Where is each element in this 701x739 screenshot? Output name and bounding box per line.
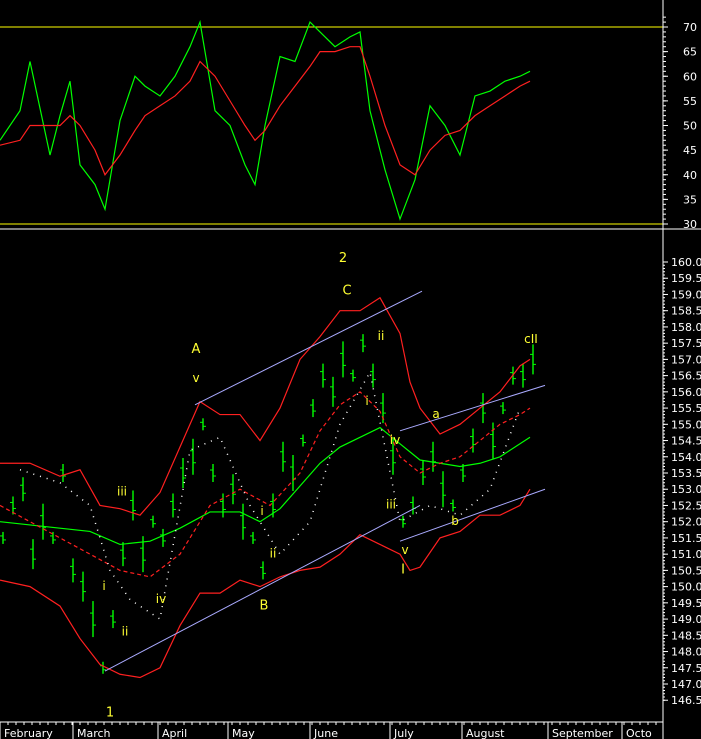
wave-label: b (451, 514, 459, 528)
price-tick-label: 149.5 (671, 597, 701, 610)
trendline-3 (399, 384, 546, 432)
oscillator-y-axis: 30 35 40 45 50 55 60 65 70 (663, 16, 697, 231)
wave-label: A (192, 342, 201, 357)
price-tick-label: 158.5 (671, 305, 701, 318)
price-tick-label: 150.0 (671, 581, 701, 594)
wave-label: i (102, 579, 105, 593)
price-tick-label: 153.5 (671, 467, 701, 480)
price-tick-label: 160.0 (671, 256, 701, 269)
price-tick-label: 155.5 (671, 402, 701, 415)
price-tick-label: 150.5 (671, 564, 701, 577)
price-tick-label: 153.0 (671, 483, 701, 496)
price-tick-label: 157.5 (671, 337, 701, 350)
month-label: Octo (626, 727, 652, 739)
wave-label: C (342, 283, 351, 298)
price-y-axis: 146.5 147.0 147.5 148.0 148.5 149.0 149.5 150.0… (663, 256, 701, 707)
month-label: August (466, 727, 505, 739)
oscillator-tick-label: 45 (683, 144, 697, 157)
oscillator-tick-label: 50 (683, 120, 697, 133)
month-label: March (77, 727, 111, 739)
wave-label: a (432, 407, 439, 421)
wave-label: iii (386, 498, 396, 512)
price-tick-label: 154.0 (671, 451, 701, 464)
price-tick-label: 152.0 (671, 516, 701, 529)
wave-label: cII (524, 332, 538, 346)
month-label: May (232, 727, 255, 739)
oscillator-tick-label: 55 (683, 95, 697, 108)
oscillator-tick-label: 70 (683, 21, 697, 34)
oscillator-series-0 (0, 19, 531, 221)
trendline-0 (104, 505, 421, 672)
price-tick-label: 147.5 (671, 662, 701, 675)
price-tick-label: 156.5 (671, 370, 701, 383)
price-series-4 (0, 391, 531, 578)
wave-label: 2 (339, 251, 347, 266)
wave-label: I (401, 563, 405, 578)
price-series-2 (0, 296, 531, 516)
price-tick-label: 158.0 (671, 321, 701, 334)
month-label: September (552, 727, 613, 739)
price-tick-label: 148.5 (671, 629, 701, 642)
oscillator-tick-label: 60 (683, 70, 697, 83)
price-tick-label: 157.0 (671, 353, 701, 366)
price-tick-label: 146.5 (671, 694, 701, 707)
wave-label: i (260, 504, 263, 518)
month-x-axis: February March April May June July August Septe… (0, 722, 657, 739)
price-tick-label: 151.0 (671, 548, 701, 561)
wave-label: i (365, 394, 368, 408)
price-tick-label: 148.0 (671, 646, 701, 659)
wave-label: ii (378, 329, 385, 343)
price-tick-label: 154.5 (671, 435, 701, 448)
price-tick-label: 159.5 (671, 272, 701, 285)
month-label: June (313, 727, 338, 739)
wave-label: iv (390, 433, 400, 447)
month-label: July (393, 727, 414, 739)
price-tick-label: 149.0 (671, 613, 701, 626)
month-label: April (162, 727, 187, 739)
wave-label: iii (117, 485, 127, 499)
wave-label: ii (270, 546, 277, 560)
oscillator-tick-label: 40 (683, 169, 697, 182)
wave-label: v (192, 371, 199, 385)
price-tick-label: 156.0 (671, 386, 701, 399)
oscillator-panel (0, 19, 663, 225)
price-tick-label: 147.0 (671, 678, 701, 691)
price-tick-label: 151.5 (671, 532, 701, 545)
oscillator-series-1 (0, 46, 531, 176)
price-tick-label: 155.0 (671, 418, 701, 431)
price-series-1 (0, 426, 531, 546)
price-tick-label: 152.5 (671, 499, 701, 512)
wave-label: B (260, 598, 269, 613)
oscillator-tick-label: 30 (683, 218, 697, 231)
trendline-2 (399, 488, 546, 542)
wave-label: ii (122, 624, 129, 638)
oscillator-tick-label: 35 (683, 193, 697, 206)
trendline-1 (194, 290, 423, 406)
price-tick-label: 159.0 (671, 288, 701, 301)
oscillator-tick-label: 65 (683, 46, 697, 59)
month-label: February (4, 727, 53, 739)
price-series-5 (19, 370, 521, 621)
wave-label: v (401, 543, 408, 557)
wave-label: 1 (106, 705, 114, 720)
wave-label: iv (156, 592, 166, 606)
